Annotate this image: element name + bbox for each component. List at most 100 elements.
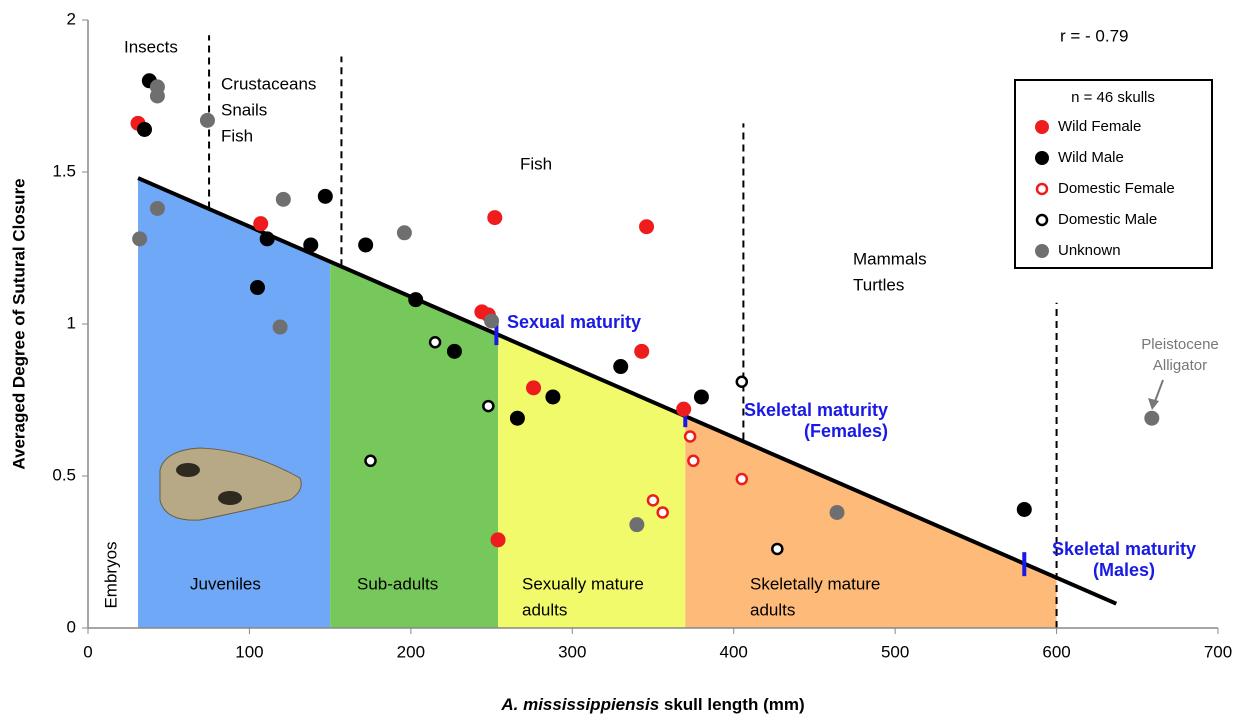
point — [358, 237, 374, 253]
diet-label: Crustaceans — [221, 74, 316, 93]
y-tick-label: 0.5 — [52, 465, 76, 484]
x-tick-label: 0 — [83, 642, 92, 661]
stage-region — [330, 261, 499, 628]
y-tick-label: 2 — [67, 9, 76, 28]
point — [735, 375, 749, 389]
point — [490, 532, 506, 548]
point — [676, 401, 692, 417]
stage-label: Juveniles — [190, 574, 261, 593]
skull-eye — [218, 491, 242, 505]
maturity-label: Skeletal maturity — [744, 400, 888, 420]
stage-region — [138, 178, 331, 628]
diet-label: Mammals — [853, 249, 927, 268]
point — [639, 219, 655, 235]
point — [428, 335, 442, 349]
stage-label: Sub-adults — [357, 574, 438, 593]
y-tick-label: 1.5 — [52, 161, 76, 180]
point — [829, 504, 845, 520]
x-tick-label: 400 — [720, 642, 748, 661]
point — [364, 454, 377, 468]
diet-label: Fish — [520, 154, 552, 173]
point — [545, 389, 561, 405]
x-tick-label: 200 — [397, 642, 425, 661]
stage-label: Sexually mature — [522, 574, 644, 593]
point — [1016, 501, 1032, 517]
legend-marker — [1035, 151, 1049, 165]
legend-box — [1014, 79, 1213, 269]
correlation: r = - 0.79 — [1060, 26, 1129, 45]
x-tick-label: 600 — [1042, 642, 1070, 661]
maturity-label: (Males) — [1093, 560, 1155, 580]
annotation-arrow — [1153, 379, 1164, 405]
point — [132, 231, 148, 247]
legend-label: Unknown — [1058, 242, 1121, 259]
stage-label: adults — [522, 600, 567, 619]
diet-label: Snails — [221, 100, 267, 119]
legend-label: Domestic Female — [1058, 180, 1175, 197]
point — [272, 319, 288, 335]
point — [646, 494, 660, 507]
x-tick-label: 700 — [1204, 642, 1232, 661]
point — [629, 517, 645, 533]
annotation: Pleistocene — [1141, 336, 1219, 353]
point — [149, 88, 165, 104]
x-tick-label: 300 — [558, 642, 586, 661]
point — [253, 216, 269, 232]
trend-line — [137, 176, 1118, 606]
point — [137, 121, 152, 137]
legend-marker — [1035, 213, 1049, 227]
point — [446, 343, 462, 359]
point — [735, 472, 749, 486]
legend-label: Domestic Male — [1058, 211, 1157, 228]
point — [487, 210, 503, 226]
point — [408, 292, 424, 308]
point — [683, 430, 697, 443]
point — [259, 231, 275, 247]
point — [275, 191, 291, 207]
point — [634, 343, 650, 359]
point — [526, 380, 542, 396]
x-tick-label: 500 — [881, 642, 909, 661]
point — [656, 506, 669, 519]
legend-title: n = 46 skulls — [1071, 89, 1155, 106]
maturity-label: Sexual maturity — [507, 312, 641, 332]
point — [396, 225, 412, 241]
y-tick-label: 1 — [67, 313, 76, 332]
point — [484, 313, 500, 329]
stage-label: adults — [750, 600, 795, 619]
x-axis-title-rest: skull length (mm) — [664, 695, 805, 714]
diet-label: Fish — [221, 126, 253, 145]
x-axis-title-italic: A. mississippiensis — [500, 695, 659, 714]
point — [250, 280, 265, 296]
diet-label: Turtles — [853, 275, 904, 294]
point — [771, 542, 784, 556]
skull-image — [159, 447, 302, 521]
skull-eye — [176, 463, 200, 477]
x-tick-label: 100 — [235, 642, 263, 661]
legend-marker — [1035, 244, 1049, 258]
maturity-label: Skeletal maturity — [1052, 539, 1196, 559]
point — [149, 200, 165, 216]
point — [509, 410, 525, 426]
y-tick-label: 0 — [67, 617, 76, 636]
maturity-label: (Females) — [804, 421, 888, 441]
stage-region — [498, 334, 686, 628]
x-axis-title: A. mississippiensis skull length (mm) — [500, 695, 804, 714]
diet-label: Insects — [124, 37, 178, 56]
y-axis-title: Averaged Degree of Sutural Closure — [9, 178, 28, 469]
point — [482, 399, 495, 413]
point — [693, 389, 709, 405]
legend-marker — [1035, 120, 1049, 134]
annotation-arrowhead — [1148, 398, 1159, 410]
annotation: Alligator — [1153, 357, 1207, 374]
point — [687, 454, 700, 468]
legend-label: Wild Female — [1058, 118, 1141, 135]
legend-label: Wild Male — [1058, 149, 1124, 166]
stage-label: Skeletally mature — [750, 574, 880, 593]
embryos-label: Embryos — [101, 541, 120, 608]
point — [303, 237, 319, 253]
point — [1144, 410, 1160, 426]
point — [613, 359, 629, 375]
stage-region — [685, 416, 1057, 628]
